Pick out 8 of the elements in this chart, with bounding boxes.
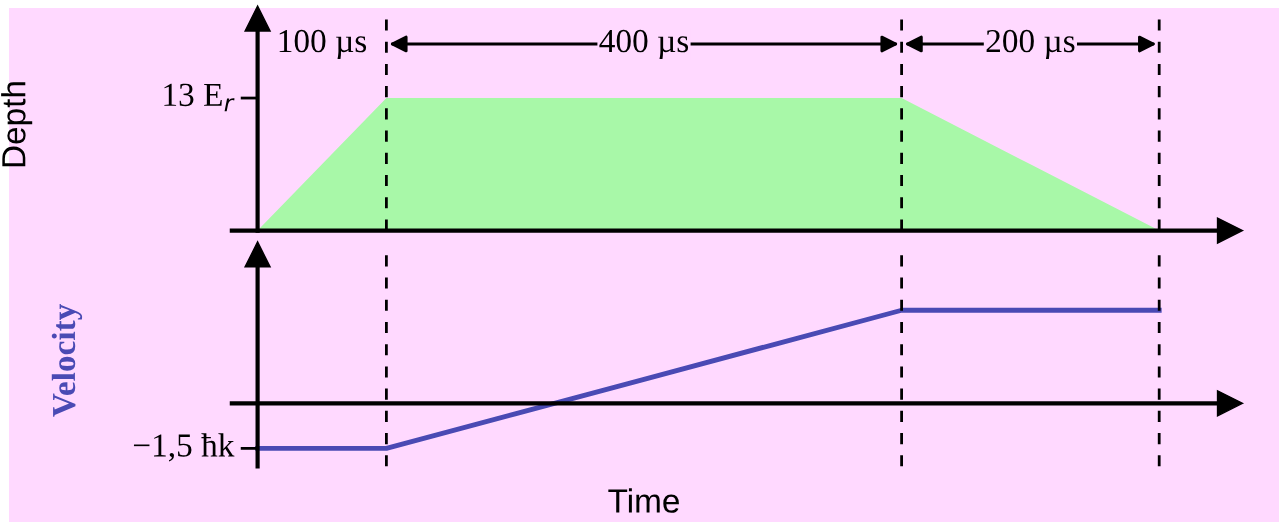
y-axis-title: Depth [1,82,33,167]
y-axis-title: Velocity [51,303,83,417]
x-axis-title: Time [608,488,679,513]
annotation: 13 E$_{r}$ [164,83,235,112]
text: 400 µs [599,29,689,60]
annotation: −1,5 ħk [133,433,235,462]
text: 200 µs [986,29,1075,60]
text: 100 µs [279,29,367,60]
